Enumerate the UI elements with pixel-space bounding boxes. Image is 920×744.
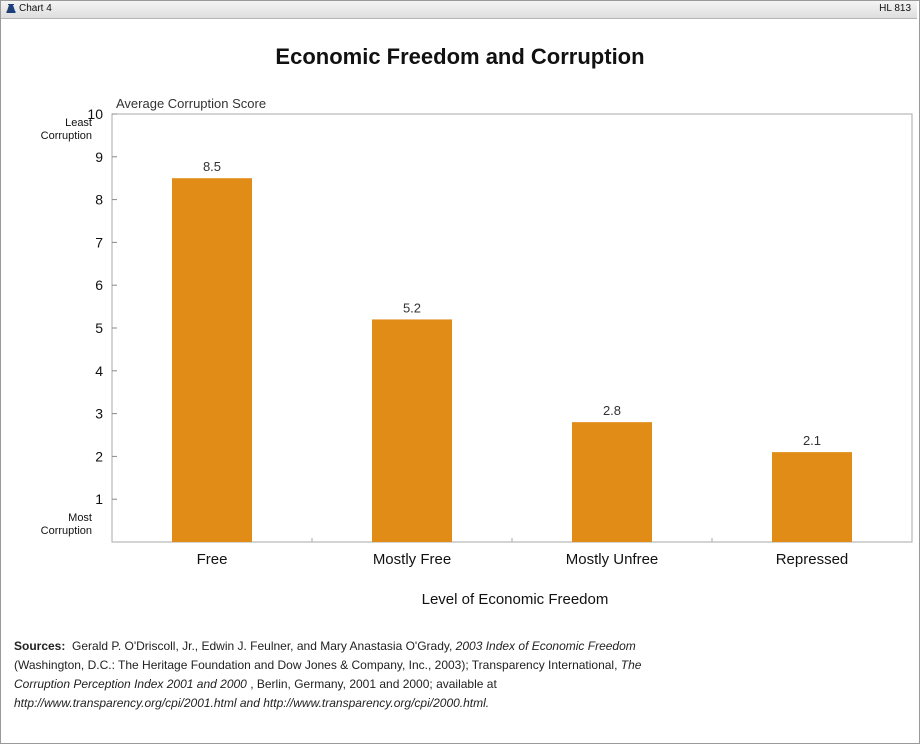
sources-line-2-italic: The bbox=[620, 658, 642, 672]
y-tick-label: 8 bbox=[95, 192, 103, 208]
x-axis-title: Level of Economic Freedom bbox=[421, 591, 609, 608]
bar-chart: 1 2 3 4 5 6 7 8 9 10 8.5 5.2 2.8 2.1 Free Mostly Free… bbox=[87, 96, 913, 568]
x-category-label: Mostly Free bbox=[373, 551, 451, 568]
y-tick-label: 7 bbox=[95, 234, 103, 250]
sources-note: Sources: Gerald P. O'Driscoll, Jr., Edwi… bbox=[14, 637, 904, 713]
chart-title: Economic Freedom and Corruption bbox=[275, 44, 645, 69]
sources-line-1-text: Gerald P. O'Driscoll, Jr., Edwin J. Feul… bbox=[72, 639, 453, 653]
bars: 8.5 5.2 2.8 2.1 bbox=[172, 159, 852, 542]
hl-tag: HL 813 bbox=[879, 3, 911, 14]
liberty-bell-icon bbox=[6, 4, 16, 13]
bar-repressed bbox=[772, 452, 852, 542]
bar-value-label: 8.5 bbox=[203, 159, 221, 174]
x-category-label: Mostly Unfree bbox=[566, 551, 659, 568]
bar-mostly-free bbox=[372, 319, 452, 542]
sources-label: Sources: bbox=[14, 639, 66, 653]
bar-value-label: 5.2 bbox=[403, 300, 421, 315]
y-tick-label: 1 bbox=[95, 491, 103, 507]
chart-tag: Chart 4 bbox=[6, 3, 52, 14]
bar-value-label: 2.8 bbox=[603, 403, 621, 418]
bar-free bbox=[172, 178, 252, 542]
y-axis-title: Average Corruption Score bbox=[116, 96, 266, 111]
chart-tag-label: Chart 4 bbox=[19, 3, 52, 14]
y-tick-label: 6 bbox=[95, 277, 103, 293]
sources-cpi-title: Corruption Perception Index 2001 and 200… bbox=[14, 677, 247, 691]
most-corruption-label: Most Corruption bbox=[12, 512, 92, 538]
least-corruption-line-2: Corruption bbox=[40, 130, 92, 142]
x-axis: Free Mostly Free Mostly Unfree Repressed bbox=[197, 538, 849, 568]
least-corruption-label: Least Corruption bbox=[12, 117, 92, 143]
x-category-label: Repressed bbox=[776, 551, 849, 568]
sources-line-3-text: , Berlin, Germany, 2001 and 2000; availa… bbox=[250, 677, 497, 691]
sources-index-title: 2003 Index of Economic Freedom bbox=[455, 639, 636, 653]
sources-urls: http://www.transparency.org/cpi/2001.htm… bbox=[14, 696, 490, 710]
bar-value-label: 2.1 bbox=[803, 433, 821, 448]
sources-line-1: Sources: Gerald P. O'Driscoll, Jr., Edwi… bbox=[14, 637, 904, 656]
y-tick-label: 2 bbox=[95, 448, 103, 464]
y-tick-label: 9 bbox=[95, 149, 103, 165]
most-corruption-line-1: Most bbox=[68, 512, 92, 524]
y-tick-label: 3 bbox=[95, 406, 103, 422]
y-tick-label: 4 bbox=[95, 363, 103, 379]
top-bar: Chart 4 HL 813 bbox=[1, 1, 917, 19]
sources-line-2-text: (Washington, D.C.: The Heritage Foundati… bbox=[14, 658, 618, 672]
most-corruption-line-2: Corruption bbox=[40, 525, 92, 537]
y-axis: 1 2 3 4 5 6 7 8 9 10 bbox=[87, 106, 117, 507]
sources-line-2: (Washington, D.C.: The Heritage Foundati… bbox=[14, 656, 904, 675]
x-category-label: Free bbox=[197, 551, 228, 568]
y-tick-label: 5 bbox=[95, 320, 103, 336]
y-tick-label: 10 bbox=[87, 106, 103, 122]
least-corruption-line-1: Least bbox=[65, 117, 92, 129]
sources-line-3: Corruption Perception Index 2001 and 200… bbox=[14, 675, 904, 694]
bar-mostly-unfree bbox=[572, 422, 652, 542]
